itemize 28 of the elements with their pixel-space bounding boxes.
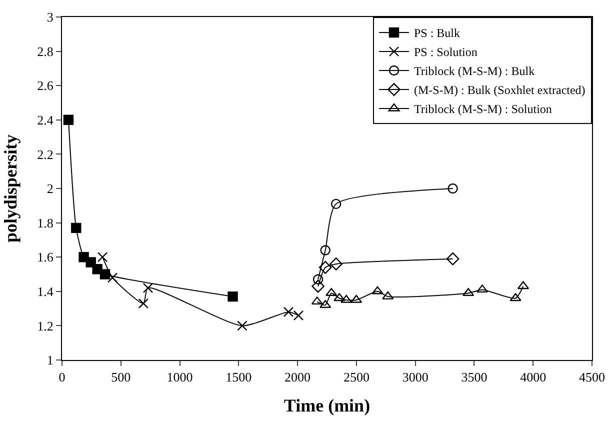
x-tick-label: 1500 [226,370,252,385]
y-tick-label: 1.2 [37,318,54,334]
y-tick-label: 2.2 [37,146,54,162]
legend-label: PS : Bulk [414,26,460,40]
legend-label: Triblock (M-S-M) : Solution [414,102,552,116]
x-tick-label: 3500 [461,370,488,385]
y-tick-label: 2.6 [37,78,54,94]
x-tick-label: 4500 [579,370,605,385]
y-tick-label: 1.8 [37,215,54,230]
x-tick-label: 0 [58,370,66,385]
x-tick-label: 2500 [343,370,370,385]
legend-label: (M-S-M) : Bulk (Soxhlet extracted) [414,83,586,98]
y-tick-label: 3 [46,10,54,25]
y-tick-label: 1.4 [37,284,54,299]
y-tick-label: 2 [46,181,54,196]
x-axis-title: Time (min) [284,396,370,416]
x-tick-label: 3000 [402,370,428,385]
y-axis-title: polydispersity [0,134,20,243]
legend-label: Triblock (M-S-M) : Bulk [414,64,535,78]
legend-label: PS : Solution [414,45,478,60]
x-tick-label: 500 [111,370,131,385]
x-tick-label: 4000 [520,370,546,385]
x-tick-label: 1000 [166,370,193,385]
y-tick-label: 1 [46,352,54,368]
y-tick-label: 2.4 [37,112,54,128]
y-tick-label: 2.8 [37,44,54,59]
y-tick-label: 1.6 [37,250,54,265]
x-tick-label: 2000 [284,370,311,385]
